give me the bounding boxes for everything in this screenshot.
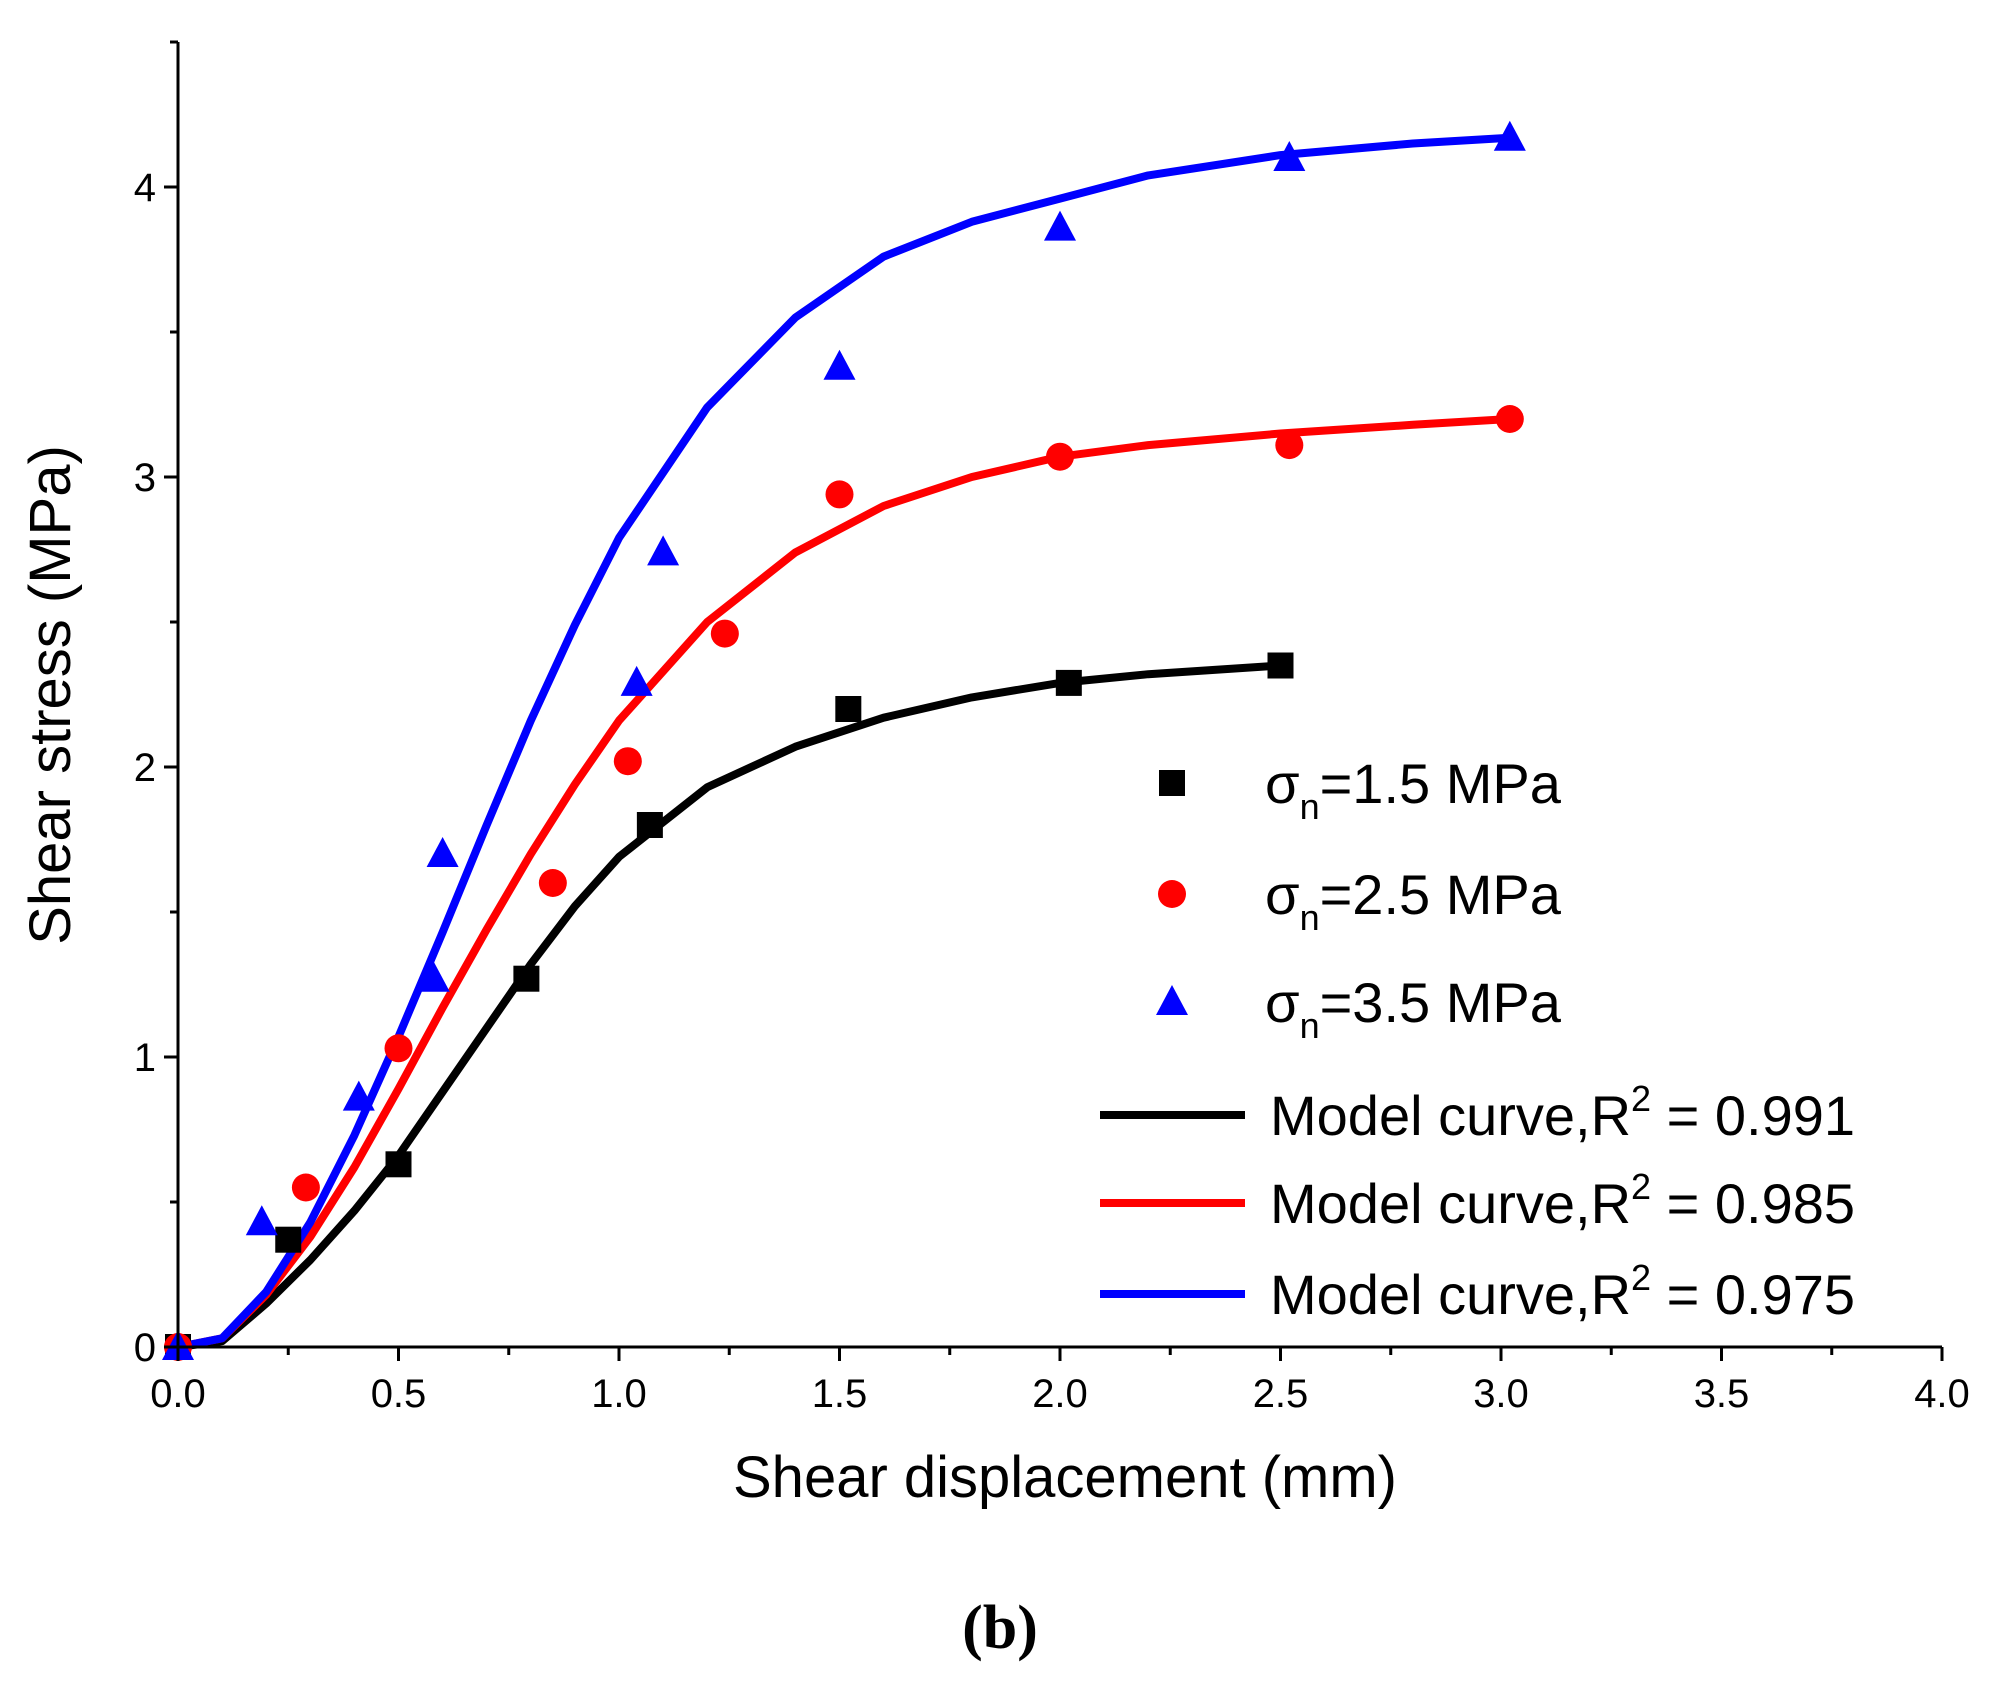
legend-superscript: 2 <box>1631 1166 1651 1207</box>
data-point-series3-8 <box>823 349 856 380</box>
panel-label: (b) <box>962 1594 1038 1662</box>
y-tick-label: 1 <box>134 1036 156 1080</box>
data-point-series1-2 <box>275 1226 302 1253</box>
data-point-series3-9 <box>1044 210 1076 241</box>
legend-subscript: n <box>1300 897 1320 938</box>
data-point-series3-5 <box>426 837 459 867</box>
legend-value: =2.5 MPa <box>1320 863 1562 926</box>
legend: σn=1.5 MPa σn=2.5 MPa σn=3.5 MPa Model curv… <box>1100 752 1855 1326</box>
legend-curve-label-1: Model curve,R2 = 0.991 <box>1270 1078 1855 1147</box>
axes: 0.0 0.5 1.0 1.5 2.0 2.5 3.0 3.5 4.0 0 1 2 3 4 <box>134 40 1970 1416</box>
legend-subscript: n <box>1300 786 1320 827</box>
data-point-series2-6 <box>710 619 739 648</box>
legend-superscript: 2 <box>1631 1078 1651 1119</box>
y-axis-title: Shear stress (MPa) <box>18 445 83 945</box>
data-point-series3-3 <box>342 1080 375 1111</box>
legend-label-3: σn=3.5 MPa <box>1265 971 1562 1046</box>
y-tick-label: 2 <box>134 746 156 790</box>
data-point-series2-10 <box>1495 405 1524 433</box>
data-point-series2-3 <box>384 1034 413 1063</box>
data-point-series2-8 <box>1046 442 1074 471</box>
data-point-series1-3 <box>385 1151 412 1178</box>
data-point-series1-4 <box>513 965 540 992</box>
x-tick-label: 2.5 <box>1253 1372 1309 1416</box>
legend-value: =3.5 MPa <box>1320 971 1562 1034</box>
y-tick-label: 3 <box>134 456 156 500</box>
legend-superscript: 2 <box>1631 1257 1651 1298</box>
legend-r2-value: = 0.991 <box>1651 1084 1855 1147</box>
data-point-series1-7 <box>1055 669 1082 696</box>
data-point-series1-6 <box>835 696 862 722</box>
legend-label-1: σn=1.5 MPa <box>1265 752 1562 827</box>
x-tick-label: 3.0 <box>1473 1372 1529 1416</box>
data-point-series1-5 <box>636 812 663 838</box>
x-tick-label: 4.0 <box>1914 1372 1970 1416</box>
data-point-series2-9 <box>1275 431 1304 460</box>
data-point-series3-10 <box>1273 141 1306 171</box>
data-point-series3-4 <box>417 961 450 992</box>
x-axis-title: Shear displacement (mm) <box>733 1445 1397 1510</box>
y-tick-label: 0 <box>134 1326 156 1370</box>
x-tick-label: 3.5 <box>1694 1372 1750 1416</box>
data-point-series2-4 <box>538 869 567 897</box>
legend-curve-label-3: Model curve,R2 = 0.975 <box>1270 1257 1855 1326</box>
y-tick-label: 4 <box>134 166 156 210</box>
legend-r2-value: = 0.975 <box>1651 1263 1855 1326</box>
x-tick-label: 0.5 <box>371 1372 427 1416</box>
data-point-series3-7 <box>647 535 680 566</box>
data-point-series2-2 <box>291 1173 320 1202</box>
plot-area <box>162 120 1526 1361</box>
legend-curve-label-2: Model curve,R2 = 0.985 <box>1270 1166 1855 1235</box>
x-tick-label: 1.5 <box>812 1372 868 1416</box>
legend-r2-value: = 0.985 <box>1651 1172 1855 1235</box>
data-point-series2-5 <box>613 747 642 776</box>
data-point-series3-11 <box>1493 120 1526 151</box>
data-point-series3-6 <box>620 665 653 696</box>
model-curve-2 <box>174 415 1514 1351</box>
legend-value: =1.5 MPa <box>1320 752 1562 815</box>
x-tick-label: 2.0 <box>1032 1372 1088 1416</box>
x-tick-label: 0.0 <box>150 1372 206 1416</box>
legend-subscript: n <box>1300 1005 1320 1046</box>
model-curve-3 <box>174 133 1514 1351</box>
legend-label-2: σn=2.5 MPa <box>1265 863 1562 938</box>
legend-marker-3 <box>1156 985 1188 1015</box>
data-point-series1-8 <box>1267 652 1294 679</box>
legend-marker-2 <box>1158 880 1186 908</box>
data-point-series2-7 <box>825 480 854 509</box>
legend-marker-1 <box>1159 770 1185 796</box>
data-point-series3-2 <box>245 1205 278 1236</box>
x-tick-label: 1.0 <box>591 1372 647 1416</box>
model-curve-1 <box>174 661 1285 1351</box>
